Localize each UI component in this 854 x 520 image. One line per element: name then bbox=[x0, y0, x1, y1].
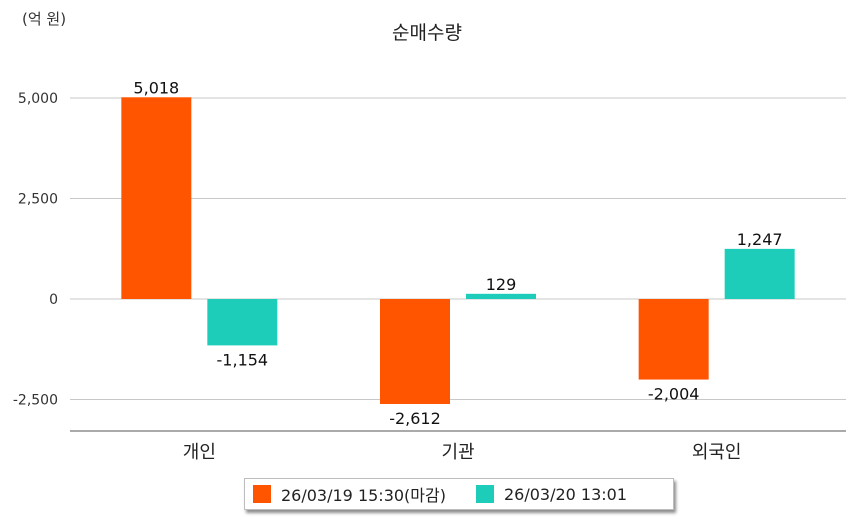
data-labels: 5,018 -1,154 -2,612 129 -2,004 1,247 bbox=[133, 78, 782, 428]
x-tick-label: 개인 bbox=[183, 442, 216, 463]
data-label: 129 bbox=[486, 275, 517, 294]
legend-swatch-series-2 bbox=[475, 485, 494, 503]
bar-1-3[interactable] bbox=[638, 299, 709, 380]
x-axis-ticks: 개인 기관 외국인 bbox=[183, 442, 742, 463]
legend: 26/03/19 15:30(마감) 26/03/20 13:01 bbox=[244, 478, 674, 510]
data-label: 1,247 bbox=[737, 230, 783, 249]
data-label: -2,612 bbox=[389, 409, 441, 428]
bar-2-1[interactable] bbox=[207, 299, 278, 346]
y-tick-label: 2,500 bbox=[18, 192, 58, 208]
legend-swatch-series-1 bbox=[253, 485, 271, 503]
y-tick-label: 5,000 bbox=[18, 91, 58, 107]
gridlines bbox=[70, 97, 846, 432]
chart-title: 순매수량 bbox=[392, 22, 462, 44]
y-axis-ticks: 5,000 2,500 0 -2,500 bbox=[13, 91, 58, 409]
bars bbox=[121, 97, 795, 405]
x-tick-label: 외국인 bbox=[692, 442, 742, 463]
x-tick-label: 기관 bbox=[441, 442, 474, 463]
bar-2-3[interactable] bbox=[724, 248, 795, 299]
y-tick-label: -2,500 bbox=[13, 393, 58, 409]
bar-2-2[interactable] bbox=[466, 293, 536, 299]
legend-item-series-1[interactable]: 26/03/19 15:30(마감) bbox=[253, 482, 446, 506]
unit-label: (억 원) bbox=[22, 10, 67, 28]
data-label: 5,018 bbox=[133, 78, 179, 97]
bar-1-2[interactable] bbox=[380, 299, 450, 405]
legend-label-series-2: 26/03/20 13:01 bbox=[503, 484, 628, 504]
data-label: -2,004 bbox=[648, 385, 700, 404]
legend-label-series-1: 26/03/19 15:30(마감) bbox=[281, 486, 446, 505]
bar-1-1[interactable] bbox=[121, 97, 192, 299]
y-tick-label: 0 bbox=[49, 292, 58, 308]
legend-item-series-2[interactable]: 26/03/20 13:01 bbox=[475, 484, 628, 504]
data-label: -1,154 bbox=[217, 350, 269, 369]
